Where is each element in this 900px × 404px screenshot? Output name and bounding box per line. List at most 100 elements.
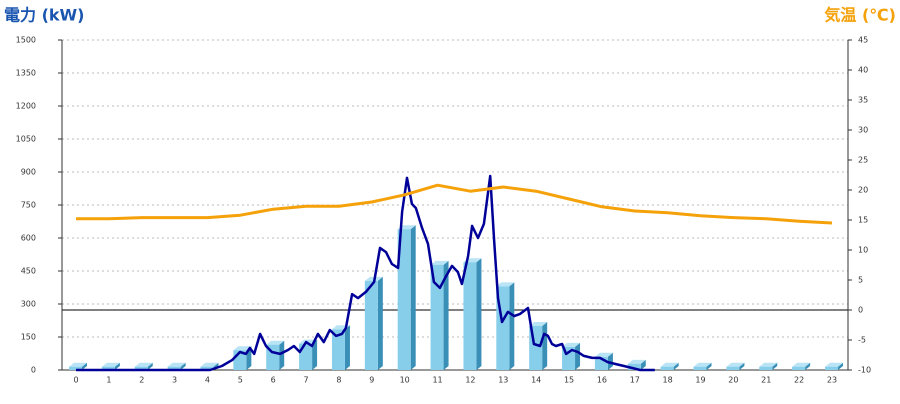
bar-top [562,342,581,347]
y2-tick-label: 0 [858,306,863,315]
x-tick-label: 12 [465,376,475,385]
x-tick-label: 16 [597,376,607,385]
bar [101,366,115,370]
bar [726,366,740,370]
bar-top [726,362,745,367]
bar [660,366,674,370]
y2-tick-label: 30 [858,126,868,135]
bar-top [167,362,186,367]
bar-side [312,339,318,370]
bar-top [266,340,285,345]
bar-side [607,352,613,370]
bar [397,229,411,370]
bar [200,366,214,370]
bar-top [693,362,712,367]
bar-top [430,260,449,265]
x-tick-label: 18 [663,376,673,385]
bar [69,366,82,370]
bar-top [233,346,252,351]
bar-side [344,325,350,370]
x-tick-label: 5 [238,376,243,385]
bar-side [443,260,449,370]
x-tick-label: 7 [304,376,309,385]
y2-axis-title: 気温 (℃) [824,6,896,25]
bar-side [838,362,843,370]
y-tick-label: 600 [21,234,36,243]
bar [792,366,806,370]
x-tick-label: 4 [205,376,210,385]
bar [364,280,378,370]
y-tick-label: 900 [21,168,36,177]
bar [759,366,773,370]
bar-top [496,282,515,287]
x-tick-label: 21 [761,376,771,385]
y-tick-label: 450 [21,267,36,276]
y2-tick-label: 5 [858,276,863,285]
x-tick-label: 1 [106,376,111,385]
bar-top [594,352,613,357]
y2-tick-label: 25 [858,156,868,165]
bar-side [180,362,186,370]
y-tick-label: 150 [21,333,36,342]
bar [331,329,345,370]
bar-top [660,362,679,367]
bar-top [200,362,219,367]
y-tick-label: 0 [31,366,36,375]
bar-top [627,359,646,364]
x-tick-label: 15 [564,376,574,385]
bar-side [640,359,646,370]
temperature-line [76,183,833,225]
bar-top [792,362,811,367]
x-tick-label: 8 [336,376,341,385]
x-tick-label: 10 [400,376,410,385]
x-tick-label: 0 [73,376,78,385]
bar [627,363,641,370]
bar-side [805,362,811,370]
y-tick-label: 1500 [16,36,36,45]
x-tick-label: 23 [827,376,837,385]
y2-tick-label: 10 [858,246,868,255]
bar-side [772,362,778,370]
y-tick-label: 1350 [16,69,36,78]
x-tick-label: 9 [369,376,374,385]
bar-top [101,362,120,367]
bar-side [82,362,87,370]
x-tick-label: 19 [695,376,705,385]
x-tick-label: 14 [531,376,541,385]
x-tick-label: 6 [271,376,276,385]
bar [430,264,444,370]
bar [693,366,707,370]
y2-tick-label: 20 [858,186,868,195]
x-tick-label: 13 [498,376,508,385]
bar-top [134,362,153,367]
x-tick-label: 20 [728,376,738,385]
bar [167,366,181,370]
bar-side [377,276,383,370]
bar [463,262,477,370]
y-tick-label: 1050 [16,135,36,144]
bar-side [509,282,515,370]
y-tick-label: 300 [21,300,36,309]
y2-tick-label: 15 [858,216,868,225]
bar-top [529,322,548,326]
x-tick-label: 22 [794,376,804,385]
bar-side [706,362,712,370]
bar [299,343,313,370]
bar-side [114,362,120,370]
bar-side [476,258,482,370]
bar-side [542,322,548,370]
bar-side [575,342,581,370]
bar-top [825,362,843,367]
bar-side [739,362,745,370]
bar-top [759,362,778,367]
y-tick-label: 750 [21,201,36,210]
y2-tick-label: -5 [858,336,866,345]
x-tick-label: 17 [630,376,640,385]
y2-tick-label: -10 [858,366,871,375]
y-axis-title: 電力 (kW) [4,6,85,25]
bar-side [147,362,153,370]
bar [825,366,838,370]
bar-side [410,225,416,370]
y2-tick-label: 40 [858,66,868,75]
